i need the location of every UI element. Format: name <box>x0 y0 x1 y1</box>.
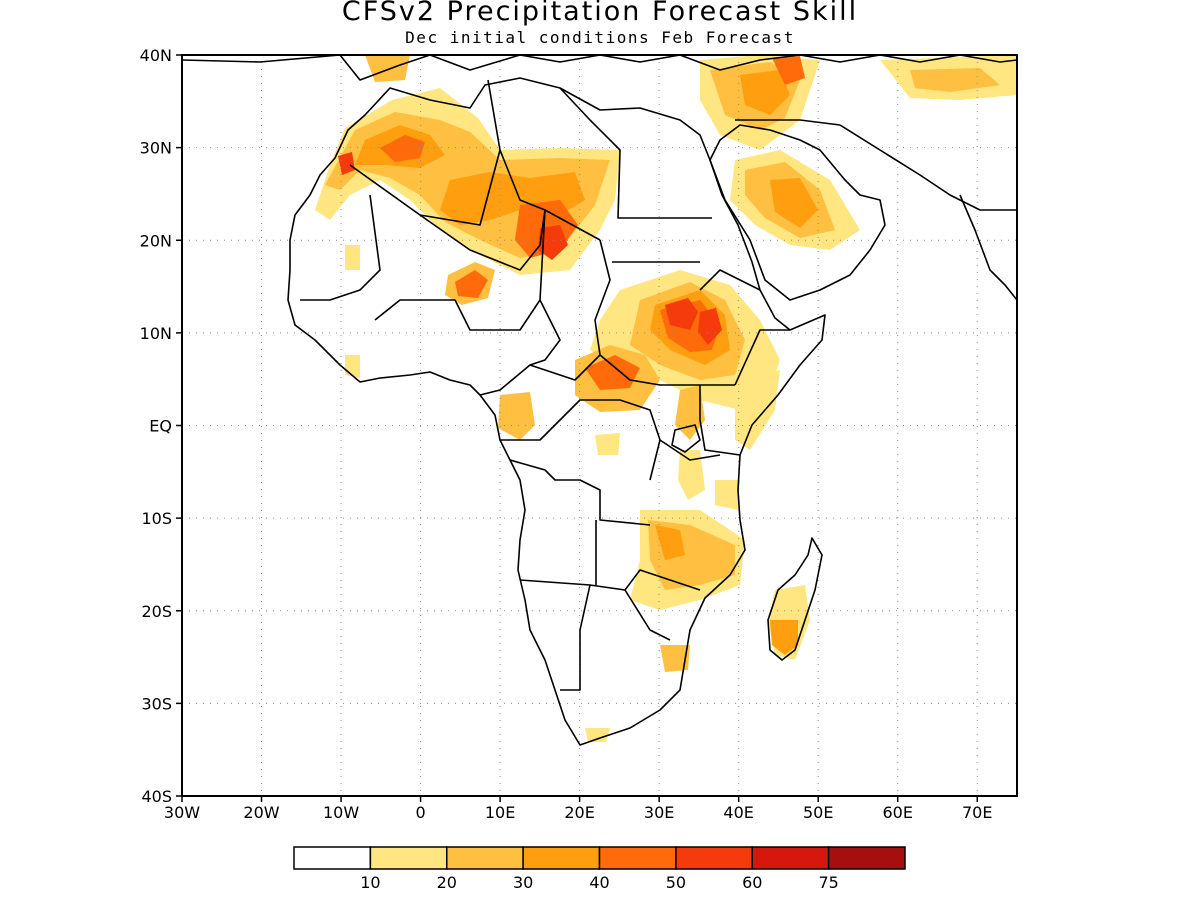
skill-region <box>740 70 790 115</box>
lat-tick-label: 40S <box>141 787 172 806</box>
colorbar-label: 10 <box>360 873 380 892</box>
colorbar: 10 20 30 40 50 60 75 <box>293 846 906 892</box>
lon-tick-label: 10E <box>485 803 515 822</box>
country-border <box>419 79 501 226</box>
skill-region <box>338 152 355 175</box>
colorbar-swatch <box>598 846 677 870</box>
country-border <box>699 385 741 456</box>
arabia-coastline <box>709 124 886 301</box>
skill-region <box>665 298 698 330</box>
lat-tick-label: 30S <box>141 694 172 713</box>
skill-region <box>660 645 690 672</box>
lon-tick-label: 30E <box>644 803 674 822</box>
country-border <box>509 459 651 526</box>
country-border <box>699 269 761 291</box>
lon-tick-label: 70E <box>962 803 992 822</box>
lon-tick-label: 20E <box>564 803 594 822</box>
country-border <box>479 299 561 396</box>
colorbar-swatch <box>369 846 448 870</box>
skill-region <box>910 68 1000 92</box>
africa-coastline <box>287 77 826 746</box>
lake-victoria <box>671 424 701 453</box>
longitude-axis: 30W 20W 10W 0 10E 20E 30E 40E 50E 60E 70E <box>164 796 992 822</box>
lon-tick-label: 60E <box>882 803 912 822</box>
colorbar-label: 20 <box>437 873 457 892</box>
skill-region <box>772 56 805 85</box>
skill-region <box>498 392 535 440</box>
colorbar-label: 60 <box>742 873 762 892</box>
skill-region <box>715 480 740 510</box>
iran-coastline <box>839 124 1017 211</box>
country-border <box>594 239 735 386</box>
map-subtitle: Dec initial conditions Feb Forecast <box>405 28 795 47</box>
skill-region <box>455 270 488 298</box>
lon-tick-label: 10W <box>323 803 359 822</box>
madagascar-coastline <box>767 537 823 661</box>
eurasia-coastline <box>182 55 1017 81</box>
lon-tick-label: 40E <box>723 803 753 822</box>
lat-tick-label: 10S <box>141 509 172 528</box>
skill-region <box>675 385 705 440</box>
skill-region <box>585 728 610 742</box>
country-border <box>624 589 671 641</box>
skill-region <box>698 308 722 345</box>
colorbar-label: 75 <box>818 873 838 892</box>
lon-tick-label: 30W <box>164 803 200 822</box>
country-border <box>559 87 712 219</box>
skill-region <box>655 525 685 560</box>
skill-region <box>538 225 568 260</box>
skill-region <box>365 55 410 82</box>
lat-tick-label: 20S <box>141 602 172 621</box>
lat-tick-label: EQ <box>149 417 172 436</box>
skill-region <box>770 620 798 655</box>
india-coastline <box>959 194 1017 301</box>
latitude-axis: 40N 30N 20N 10N EQ 10S 20S 30S 40S <box>140 46 182 806</box>
lon-tick-label: 50E <box>803 803 833 822</box>
skill-region <box>380 135 425 162</box>
country-border <box>499 149 546 211</box>
skill-region <box>585 355 640 390</box>
colorbar-swatch <box>522 846 601 870</box>
colorbar-swatch <box>293 846 372 870</box>
country-border <box>300 194 381 301</box>
colorbar-label: 30 <box>513 873 533 892</box>
lat-tick-label: 30N <box>140 139 172 158</box>
coastlines <box>182 55 1017 746</box>
lat-tick-label: 20N <box>140 231 172 250</box>
lat-tick-label: 40N <box>140 46 172 65</box>
skill-region <box>735 370 780 450</box>
colorbar-swatch <box>751 846 830 870</box>
colorbar-label: 40 <box>589 873 609 892</box>
country-border <box>659 439 721 461</box>
skill-region <box>345 245 360 270</box>
country-border <box>529 354 601 381</box>
colorbar-label: 50 <box>666 873 686 892</box>
skill-region <box>595 433 620 455</box>
lon-tick-label: 20W <box>243 803 279 822</box>
colorbar-swatch <box>827 846 906 870</box>
map-title: CFSv2 Precipitation Forecast Skill <box>341 0 859 27</box>
country-border <box>734 329 790 386</box>
colorbar-swatch <box>675 846 753 870</box>
lon-tick-label: 0 <box>415 803 425 822</box>
skill-region <box>678 450 705 500</box>
skill-region <box>770 178 818 228</box>
country-border <box>500 399 661 481</box>
skill-region <box>345 355 360 378</box>
colorbar-swatch <box>446 846 524 870</box>
country-border <box>519 569 701 591</box>
lat-tick-label: 10N <box>140 324 172 343</box>
arabia-border <box>735 119 841 126</box>
country-border <box>560 584 591 691</box>
